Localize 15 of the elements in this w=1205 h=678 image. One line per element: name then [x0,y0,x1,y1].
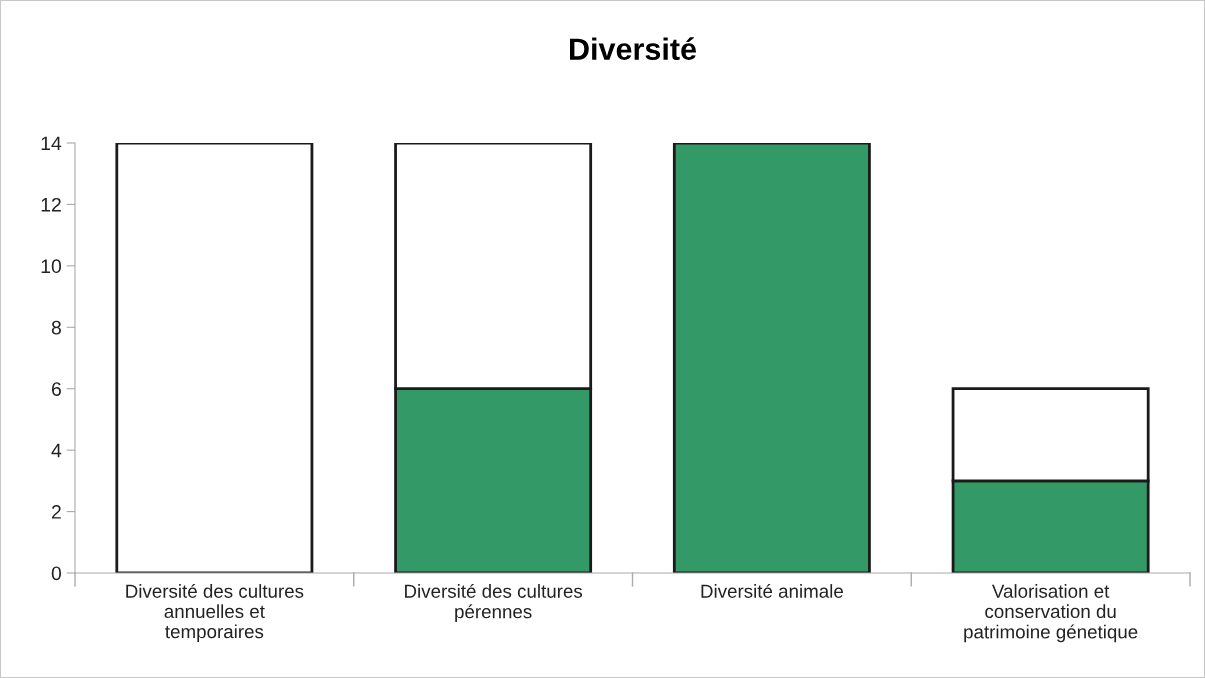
y-tick-label: 2 [51,505,61,519]
chart-title: Diversité [570,37,696,60]
y-tick-label: 4 [51,443,62,458]
y-tick-label: 10 [41,259,62,274]
x-tick-label: Valorisation et conservation du patrimoine génetique [964,584,1138,643]
y-tick-label: 8 [51,320,61,335]
y-tick-label: 14 [41,136,62,151]
y-tick-label: 6 [51,382,61,396]
x-tick-label: Diversité des cultures annuelles et temporaires [126,583,304,642]
x-tick-label: Diversité animale [701,583,843,598]
x-tick-label: Diversité des cultures pérennes [405,583,583,623]
y-tick-label: 12 [41,197,61,212]
bar [672,143,871,573]
bar [115,143,314,573]
y-tick-label: 0 [51,566,62,581]
